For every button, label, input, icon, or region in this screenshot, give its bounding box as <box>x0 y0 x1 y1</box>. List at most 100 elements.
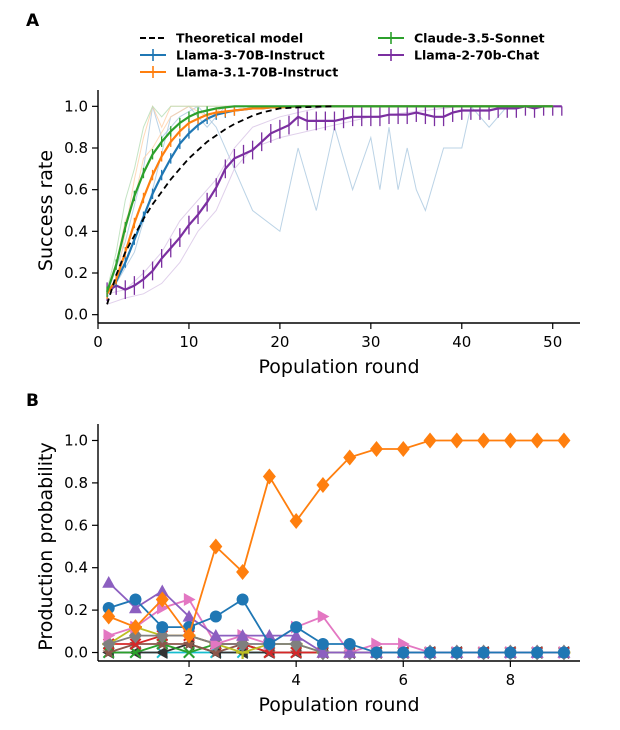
x-axis-label: Population round <box>258 694 419 716</box>
chart-a: 0 10 20 30 40 50 0.0 0.2 0.4 0.6 0.8 1.0 Population … <box>35 31 580 378</box>
y-tick-label: 0.8 <box>64 139 88 157</box>
data-point-purple-triangle <box>236 629 250 641</box>
data-point-purple-triangle <box>155 584 169 597</box>
data-point-orange-diamond <box>503 432 517 449</box>
legend-label-theoretical-model: Theoretical model <box>176 31 303 46</box>
data-point-orange-diamond <box>262 468 276 485</box>
faint-run-line <box>106 105 553 295</box>
series-line-orange-diamond <box>108 439 564 638</box>
legend-label-llama-3-1-70b-instruct: Llama-3.1-70B-Instruct <box>176 65 338 80</box>
data-point-orange-diamond <box>343 449 357 466</box>
data-point-purple-triangle <box>102 576 116 588</box>
y-tick-label: 0.4 <box>64 222 88 240</box>
faint-run-line <box>106 105 553 290</box>
data-point-orange-diamond <box>182 627 196 644</box>
legend-label-llama-3-70b-instruct: Llama-3-70B-Instruct <box>176 48 325 63</box>
data-point-orange-diamond <box>236 563 250 580</box>
x-axis-label: Population round <box>258 356 419 378</box>
series-line-llama-3-70b-instruct <box>106 105 553 293</box>
x-tick-label: 4 <box>291 671 301 689</box>
data-point-blue-circle <box>370 646 383 659</box>
data-point-blue-circle <box>343 638 356 651</box>
data-point-blue-circle <box>236 593 249 606</box>
y-tick-label: 0.2 <box>64 601 88 619</box>
y-axis-label: Production probability <box>35 442 57 651</box>
x-tick-label: 8 <box>506 671 516 689</box>
y-axis-label: Success rate <box>35 150 57 271</box>
y-tick-label: 1.0 <box>64 431 88 449</box>
data-point-pink-triangle-right <box>157 601 169 615</box>
data-point-purple-triangle <box>128 601 142 614</box>
y-tick-label: 0.2 <box>64 264 88 282</box>
panel-letter-a: A <box>26 11 40 31</box>
data-point-orange-diamond <box>369 440 383 457</box>
data-point-blue-circle <box>557 646 570 659</box>
y-tick-label: 0.0 <box>64 306 88 324</box>
faint-run-line <box>106 104 553 295</box>
series-line-purple-triangle <box>108 581 564 654</box>
data-point-blue-circle <box>290 621 303 634</box>
series-line-llama-3-1-70b-instruct <box>106 105 553 295</box>
data-point-orange-diamond <box>289 513 303 530</box>
data-point-pink-triangle-right <box>317 609 330 623</box>
series-line-green-x <box>108 643 564 654</box>
panel-letter-b: B <box>26 391 39 411</box>
data-point-orange-diamond <box>396 440 410 457</box>
x-tick-label: 6 <box>398 671 408 689</box>
chart-b: 2 4 6 8 0.0 0.2 0.4 0.6 0.8 1.0 Population round Pr… <box>35 424 580 716</box>
data-point-blue-circle <box>316 638 329 651</box>
data-point-orange-diamond <box>209 538 223 555</box>
y-tick-label: 0.0 <box>64 644 88 662</box>
series-line-llama-2-70b-chat <box>106 105 562 293</box>
x-tick-label: 40 <box>452 333 471 351</box>
data-point-blue-circle <box>477 646 490 659</box>
data-point-blue-circle <box>102 601 115 614</box>
x-tick-label: 30 <box>361 333 380 351</box>
y-tick-label: 0.6 <box>64 516 88 534</box>
data-point-blue-circle <box>263 638 276 651</box>
data-point-blue-circle <box>424 646 437 659</box>
series-line-theoretical-model <box>106 105 335 305</box>
data-point-red-x <box>290 646 303 659</box>
faint-run-line <box>106 105 553 305</box>
legend-label-claude-3-5-sonnet: Claude-3.5-Sonnet <box>414 31 545 46</box>
data-point-pink-triangle-right <box>210 637 223 651</box>
data-point-orange-diamond <box>155 591 169 608</box>
data-point-orange-diamond <box>557 432 571 449</box>
data-point-orange-diamond <box>316 477 330 494</box>
data-point-orange-diamond <box>128 619 142 636</box>
data-point-blue-circle <box>129 593 142 606</box>
data-point-blue-circle <box>156 621 169 634</box>
x-tick-label: 50 <box>543 333 562 351</box>
series-line-claude-3-5-sonnet <box>106 105 553 293</box>
y-tick-label: 1.0 <box>64 97 88 115</box>
faint-run-line <box>106 105 553 294</box>
data-point-blue-circle <box>504 646 517 659</box>
data-point-purple-triangle <box>182 609 196 622</box>
data-point-black-triangle-left <box>155 646 168 660</box>
data-point-orange-diamond <box>477 432 491 449</box>
y-tick-label: 0.8 <box>64 474 88 492</box>
faint-run-line <box>106 105 553 290</box>
data-point-purple-triangle <box>343 646 357 658</box>
data-point-blue-circle <box>209 610 222 623</box>
data-point-blue-circle <box>531 646 544 659</box>
data-point-orange-diamond <box>102 608 116 625</box>
legend-label-llama-2-70b-chat: Llama-2-70b-Chat <box>414 48 539 63</box>
y-tick-label: 0.4 <box>64 559 88 577</box>
data-point-pink-triangle-right <box>183 593 196 607</box>
data-point-blue-circle <box>397 646 410 659</box>
data-point-orange-diamond <box>423 432 437 449</box>
data-point-purple-triangle <box>289 629 303 641</box>
data-point-blue-circle <box>450 646 463 659</box>
data-point-purple-triangle <box>209 629 223 641</box>
data-point-orange-diamond <box>530 432 544 449</box>
x-tick-label: 20 <box>270 333 289 351</box>
data-point-red-x <box>129 638 142 650</box>
y-tick-label: 0.6 <box>64 181 88 199</box>
x-tick-label: 10 <box>179 333 198 351</box>
x-tick-label: 2 <box>184 671 194 689</box>
data-point-orange-diamond <box>450 432 464 449</box>
x-tick-label: 0 <box>93 333 103 351</box>
